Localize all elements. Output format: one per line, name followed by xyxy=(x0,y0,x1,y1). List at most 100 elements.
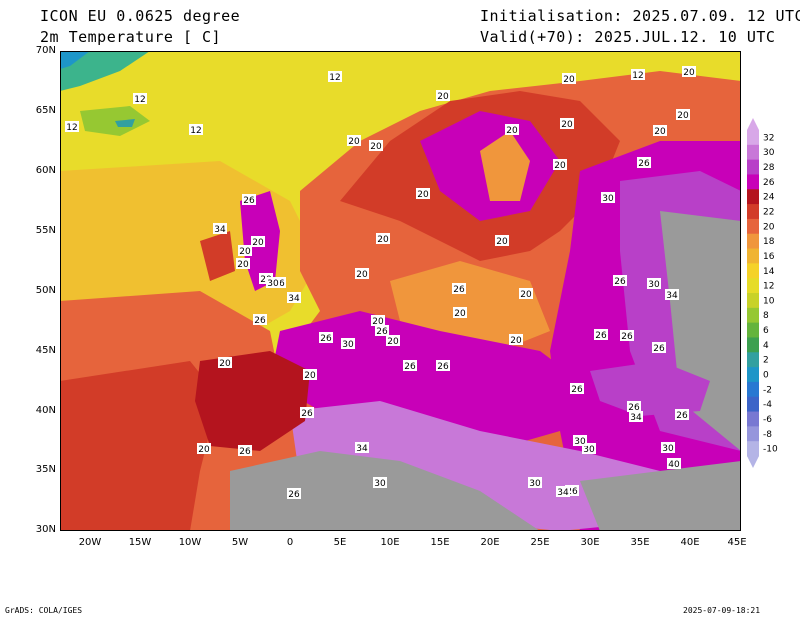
lon-label: 25E xyxy=(530,537,550,548)
svg-text:30: 30 xyxy=(267,279,279,289)
colorbar-level-label: 30 xyxy=(763,148,775,158)
contour-label: 20 xyxy=(303,369,317,381)
colorbar-swatch xyxy=(747,381,759,398)
coldest-arctic-patch xyxy=(60,51,90,69)
colorbar-level-label: 12 xyxy=(763,282,774,292)
contour-label: 20 xyxy=(676,109,690,121)
lon-label: 40E xyxy=(680,537,700,548)
init-time: Initialisation: 2025.07.09. 12 UTC xyxy=(480,7,800,25)
lat-label: 50N xyxy=(35,285,56,296)
lon-label: 20W xyxy=(78,537,102,548)
svg-text:26: 26 xyxy=(254,316,266,326)
footer-timestamp: 2025-07-09-18:21 xyxy=(683,606,761,615)
colorbar-level-label: 26 xyxy=(763,178,775,188)
colorbar-swatch xyxy=(747,337,759,353)
svg-text:20: 20 xyxy=(356,270,368,280)
colorbar-swatch xyxy=(747,307,759,324)
colorbar-swatch xyxy=(747,159,759,175)
svg-text:26: 26 xyxy=(638,159,650,169)
svg-text:20: 20 xyxy=(554,161,566,171)
svg-text:26: 26 xyxy=(571,385,583,395)
lon-label: 30E xyxy=(580,537,600,548)
colorbar-swatch xyxy=(747,204,759,220)
svg-text:26: 26 xyxy=(376,327,388,337)
contour-label: 30 xyxy=(341,338,355,350)
colorbar-level-label: 0 xyxy=(763,371,769,381)
contour-label: 26 xyxy=(620,330,634,342)
contour-label: 20 xyxy=(416,188,430,200)
svg-text:26: 26 xyxy=(628,403,640,413)
svg-text:30: 30 xyxy=(662,444,674,454)
svg-text:20: 20 xyxy=(683,68,695,78)
svg-text:34: 34 xyxy=(356,444,368,454)
contour-label: 20 xyxy=(505,124,519,136)
svg-text:30: 30 xyxy=(574,437,586,447)
svg-text:26: 26 xyxy=(566,487,578,497)
contour-label: 26 xyxy=(452,283,466,295)
colorbar-swatch xyxy=(747,293,759,309)
svg-text:26: 26 xyxy=(288,490,300,500)
contour-label: 34 xyxy=(665,289,679,301)
svg-text:26: 26 xyxy=(453,285,465,295)
contour-label: 26 xyxy=(242,194,256,206)
lon-label: 5E xyxy=(333,537,347,548)
contour-label: 20 xyxy=(197,443,211,455)
colorbar-level-label: 8 xyxy=(763,311,769,321)
svg-text:12: 12 xyxy=(190,126,201,136)
colorbar-swatch xyxy=(747,411,759,427)
svg-text:20: 20 xyxy=(654,127,666,137)
contour-label: 26 xyxy=(375,325,389,337)
contour-label: 26 xyxy=(675,409,689,421)
svg-text:20: 20 xyxy=(563,75,575,85)
colorbar-swatch xyxy=(747,144,759,161)
svg-text:12: 12 xyxy=(66,123,77,133)
contour-label: 20 xyxy=(238,245,252,257)
colorbar-swatch xyxy=(747,396,759,413)
lon-label: 15E xyxy=(430,537,450,548)
contour-label: 34 xyxy=(213,223,227,235)
colorbar-level-label: 6 xyxy=(763,326,769,336)
contour-label: 34 xyxy=(355,442,369,454)
contour-label: 34 xyxy=(556,486,570,498)
contour-label: 20 xyxy=(509,334,523,346)
svg-text:34: 34 xyxy=(288,294,300,304)
contour-label: 34 xyxy=(287,292,301,304)
colorbar-swatch xyxy=(747,233,759,250)
contour-label: 20 xyxy=(519,288,533,300)
colorbar-swatch xyxy=(747,174,759,190)
lat-label: 45N xyxy=(35,345,56,356)
contour-label: 12 xyxy=(631,69,645,81)
contour-label: 26 xyxy=(594,329,608,341)
svg-text:26: 26 xyxy=(320,334,332,344)
colorbar-swatch xyxy=(747,278,759,294)
svg-text:20: 20 xyxy=(198,445,210,455)
svg-text:12: 12 xyxy=(632,71,643,81)
svg-text:26: 26 xyxy=(243,196,255,206)
lon-label: 10W xyxy=(178,537,202,548)
contour-label: 12 xyxy=(328,71,342,83)
colorbar-swatch xyxy=(747,367,759,383)
colorbar-level-label: 18 xyxy=(763,237,775,247)
colorbar-level-label: 2 xyxy=(763,356,769,366)
lon-label: 45E xyxy=(727,537,747,548)
svg-text:20: 20 xyxy=(510,336,522,346)
contour-label: 30 xyxy=(373,477,387,489)
svg-text:26: 26 xyxy=(301,409,313,419)
svg-text:20: 20 xyxy=(239,247,251,257)
svg-text:20: 20 xyxy=(437,92,449,102)
contour-label: 26 xyxy=(300,407,314,419)
contour-label: 20 xyxy=(371,315,385,327)
contour-label: 30 xyxy=(661,442,675,454)
contour-label: 34 xyxy=(629,411,643,423)
svg-text:20: 20 xyxy=(520,290,532,300)
contour-label: 30 xyxy=(582,443,596,455)
contour-label: 26 xyxy=(287,488,301,500)
contour-label: 26 xyxy=(565,485,579,497)
contour-label: 20 xyxy=(236,258,250,270)
contour-label: 20 xyxy=(453,307,467,319)
contour-label: 12 xyxy=(133,93,147,105)
svg-text:34: 34 xyxy=(630,413,642,423)
colorbar-swatch xyxy=(747,441,759,457)
svg-text:26: 26 xyxy=(595,331,607,341)
